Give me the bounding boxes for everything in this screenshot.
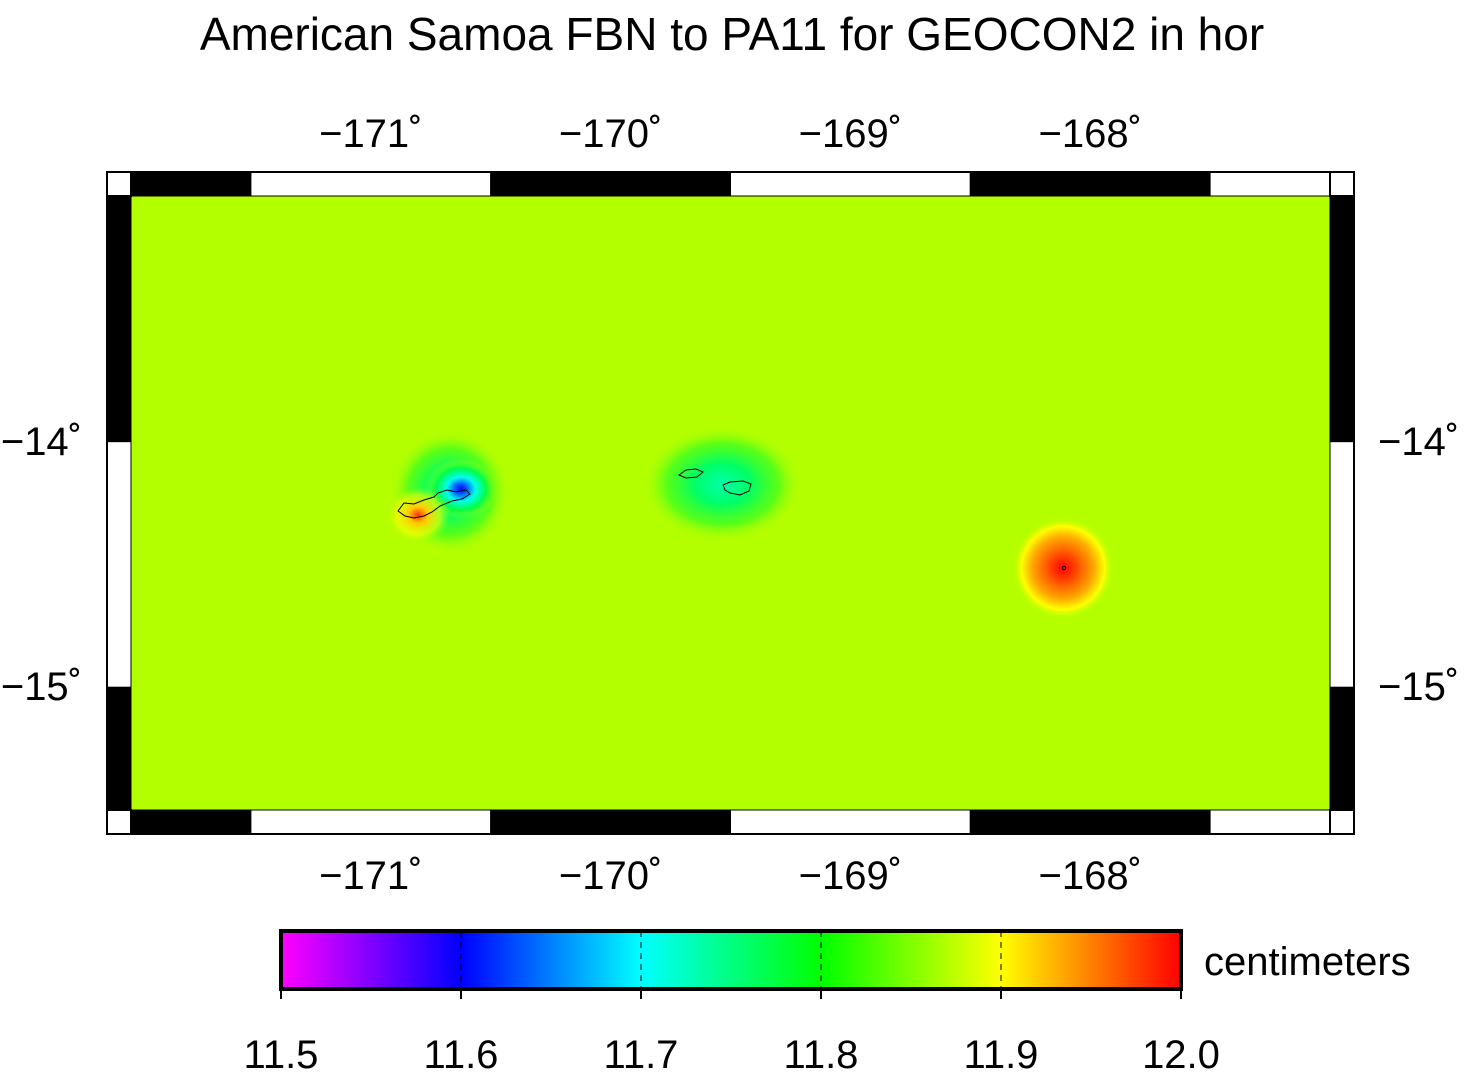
right-lat-tick-label: −15˚ xyxy=(1378,665,1460,710)
bottom-lon-tick-label: −171˚ xyxy=(319,854,423,898)
colorbar xyxy=(279,929,1183,999)
map-frame xyxy=(106,171,1355,835)
top-lon-tick-label: −168˚ xyxy=(1038,112,1142,156)
anomaly-manua xyxy=(642,426,802,542)
frame-outline xyxy=(106,171,1355,835)
frame-top-segment xyxy=(730,171,971,197)
top-lon-tick-label: −170˚ xyxy=(558,112,663,156)
frame-left-segment xyxy=(106,195,132,443)
frame-bottom-segment xyxy=(969,809,1211,835)
coastline-ofu-olosega xyxy=(677,468,704,479)
colorbar-unit-label: centimeters xyxy=(1204,940,1411,984)
frame-right-segment xyxy=(1329,686,1355,811)
frame-corner xyxy=(106,809,132,835)
frame-top-segment xyxy=(130,171,252,197)
frame-top-segment xyxy=(490,171,732,197)
frame-bottom-segment xyxy=(1209,809,1331,835)
frame-bottom-segment xyxy=(130,809,252,835)
left-lat-tick-label: −14˚ xyxy=(0,419,82,464)
bottom-lon-tick-label: −170˚ xyxy=(558,854,663,898)
colorbar-tick-label: 11.8 xyxy=(783,1033,859,1077)
colorbar-tick-label: 11.6 xyxy=(423,1033,499,1077)
colorbar-tick-label: 11.7 xyxy=(603,1033,679,1077)
bottom-lon-tick-label: −169˚ xyxy=(798,854,903,898)
frame-corner xyxy=(106,171,132,197)
frame-top-segment xyxy=(250,171,492,197)
right-lat-tick-label: −14˚ xyxy=(1378,419,1460,464)
top-lon-tick-label: −171˚ xyxy=(319,112,423,156)
colorbar-scale xyxy=(279,929,1183,991)
frame-corner xyxy=(1329,809,1355,835)
frame-left-segment xyxy=(106,686,132,811)
anomaly-layer xyxy=(386,426,1115,620)
colorbar-ticks xyxy=(280,931,1182,999)
map-title: American Samoa FBN to PA11 for GEOCON2 i… xyxy=(199,8,1265,60)
frame-right-segment xyxy=(1329,195,1355,443)
frame-top-segment xyxy=(1209,171,1331,197)
coastline-rose-atoll xyxy=(1061,565,1067,571)
frame-bottom-segment xyxy=(250,809,492,835)
left-lat-tick-label: −15˚ xyxy=(0,665,82,710)
anomaly-tutuila-west xyxy=(386,487,450,543)
frame-bottom-segment xyxy=(490,809,732,835)
coastline-layer xyxy=(397,468,1067,571)
frame-top-segment xyxy=(969,171,1211,197)
coastline-tutuila xyxy=(397,489,471,519)
colorbar-tick-label: 11.9 xyxy=(963,1033,1039,1077)
bottom-lon-tick-label: −168˚ xyxy=(1038,854,1142,898)
colorbar-tick-label: 11.5 xyxy=(243,1033,319,1077)
frame-corner xyxy=(1329,171,1355,197)
coastline-tau xyxy=(722,480,752,496)
frame-right-segment xyxy=(1329,441,1355,688)
colorbar-tick-label: 12.0 xyxy=(1142,1033,1220,1077)
anomaly-rose-atoll xyxy=(1011,516,1115,620)
top-lon-tick-label: −169˚ xyxy=(798,112,903,156)
frame-left-segment xyxy=(106,441,132,688)
frame-bottom-segment xyxy=(730,809,971,835)
